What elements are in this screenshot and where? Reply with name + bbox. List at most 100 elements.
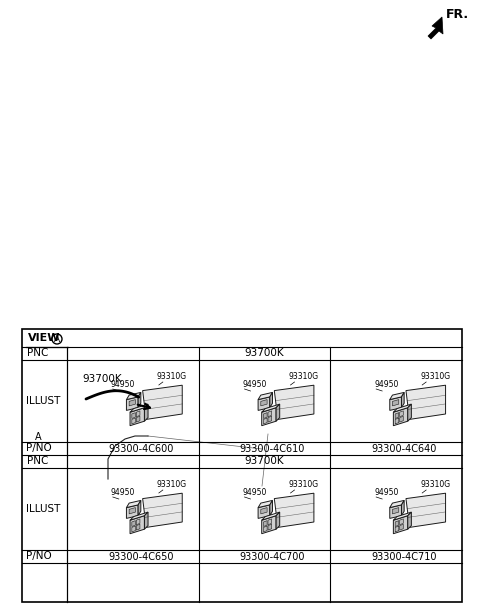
Text: 94950: 94950 — [242, 380, 267, 389]
Polygon shape — [390, 392, 404, 400]
Text: 93300-4C650: 93300-4C650 — [108, 551, 174, 561]
Polygon shape — [270, 500, 273, 516]
Polygon shape — [395, 413, 399, 419]
Polygon shape — [258, 392, 273, 400]
Text: 94950: 94950 — [242, 488, 267, 497]
Polygon shape — [205, 444, 218, 461]
Polygon shape — [394, 516, 408, 534]
Polygon shape — [395, 526, 399, 532]
Polygon shape — [126, 505, 138, 518]
Text: P/NO: P/NO — [26, 551, 52, 561]
Text: 94950: 94950 — [111, 488, 135, 497]
Polygon shape — [258, 397, 270, 410]
Polygon shape — [264, 521, 267, 526]
Text: 93310G: 93310G — [420, 480, 450, 489]
Polygon shape — [406, 493, 445, 527]
Text: 93300-4C700: 93300-4C700 — [240, 551, 305, 561]
Text: 93310G: 93310G — [157, 480, 187, 489]
Polygon shape — [138, 392, 141, 408]
Polygon shape — [395, 418, 399, 424]
Polygon shape — [390, 397, 401, 410]
Text: 94950: 94950 — [111, 380, 135, 389]
Polygon shape — [268, 524, 272, 530]
Polygon shape — [390, 505, 401, 518]
Text: 93310G: 93310G — [420, 372, 450, 381]
Text: 93300-4C600: 93300-4C600 — [108, 443, 174, 454]
Polygon shape — [338, 383, 354, 392]
Polygon shape — [395, 521, 399, 526]
Bar — [22, 329, 462, 602]
Polygon shape — [63, 438, 74, 446]
Polygon shape — [268, 411, 272, 417]
Text: 93700K: 93700K — [245, 456, 284, 467]
Polygon shape — [130, 408, 144, 426]
Polygon shape — [400, 519, 403, 525]
Polygon shape — [132, 418, 135, 424]
Polygon shape — [401, 392, 404, 408]
Text: A: A — [54, 335, 60, 343]
Polygon shape — [58, 389, 80, 452]
Polygon shape — [406, 385, 445, 419]
Polygon shape — [264, 418, 267, 424]
Polygon shape — [400, 416, 403, 422]
Polygon shape — [148, 382, 268, 466]
Text: 94950: 94950 — [374, 488, 398, 497]
Polygon shape — [136, 416, 140, 422]
Polygon shape — [390, 500, 404, 508]
Polygon shape — [126, 392, 141, 400]
Polygon shape — [136, 519, 140, 525]
Polygon shape — [136, 411, 140, 417]
Polygon shape — [262, 512, 280, 520]
Polygon shape — [394, 404, 411, 412]
Polygon shape — [270, 392, 273, 408]
Polygon shape — [63, 398, 74, 407]
Text: 93700K: 93700K — [245, 349, 284, 359]
Polygon shape — [261, 508, 267, 514]
Circle shape — [317, 419, 327, 429]
Polygon shape — [63, 424, 74, 433]
Polygon shape — [262, 516, 276, 534]
Polygon shape — [268, 366, 360, 432]
Circle shape — [52, 334, 62, 344]
Polygon shape — [63, 411, 74, 420]
Polygon shape — [320, 377, 336, 386]
Text: A: A — [35, 432, 41, 442]
Polygon shape — [398, 419, 420, 486]
Polygon shape — [132, 413, 135, 419]
Polygon shape — [129, 400, 135, 406]
Polygon shape — [48, 434, 72, 444]
Polygon shape — [144, 512, 148, 529]
Polygon shape — [130, 516, 144, 534]
Polygon shape — [132, 526, 135, 532]
Polygon shape — [130, 404, 148, 412]
Polygon shape — [129, 508, 135, 514]
Polygon shape — [262, 408, 276, 426]
Polygon shape — [130, 512, 148, 520]
Text: P/NO: P/NO — [26, 443, 52, 454]
Polygon shape — [408, 404, 411, 421]
Polygon shape — [258, 500, 273, 508]
Polygon shape — [108, 414, 165, 496]
Polygon shape — [274, 385, 314, 419]
Polygon shape — [258, 505, 270, 518]
Polygon shape — [280, 383, 296, 392]
Polygon shape — [143, 493, 182, 527]
Polygon shape — [132, 521, 135, 526]
Polygon shape — [126, 397, 138, 410]
Polygon shape — [262, 434, 330, 516]
Polygon shape — [138, 500, 141, 516]
Polygon shape — [144, 404, 148, 421]
Polygon shape — [264, 413, 267, 419]
Polygon shape — [175, 396, 255, 439]
Polygon shape — [262, 404, 280, 412]
Polygon shape — [428, 17, 443, 39]
Text: 94950: 94950 — [374, 380, 398, 389]
Polygon shape — [274, 493, 314, 527]
Text: VIEW: VIEW — [28, 333, 60, 343]
Polygon shape — [394, 408, 408, 426]
Polygon shape — [264, 526, 267, 532]
Polygon shape — [58, 389, 86, 399]
Polygon shape — [268, 519, 272, 525]
Polygon shape — [348, 419, 400, 464]
Text: 93300-4C610: 93300-4C610 — [240, 443, 305, 454]
